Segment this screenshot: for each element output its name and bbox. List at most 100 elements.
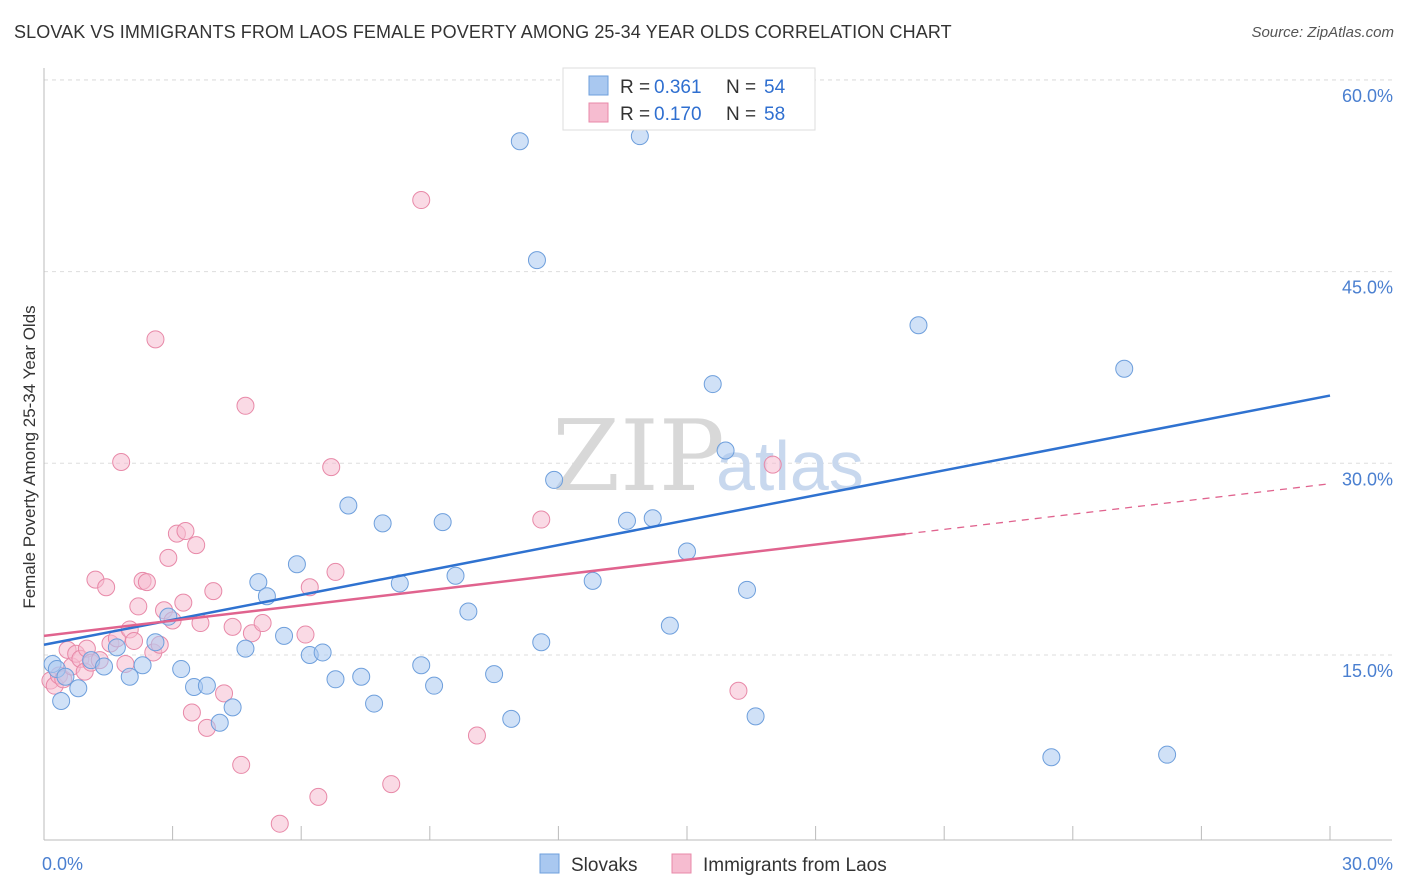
point-laos-39 [232,755,251,774]
point-laos-50 [412,191,431,210]
bottom-legend-label-laos: Immigrants from Laos [703,855,887,876]
legend-bottom: Slovaks Immigrants from Laos [539,853,887,876]
y-tick-label-2: 45.0% [1342,278,1393,298]
point-slovaks-25 [339,496,358,515]
point-laos-40 [236,396,255,415]
point-laos-33 [187,536,206,555]
point-laos-53 [729,681,748,700]
point-laos-32 [182,703,201,722]
point-slovaks-15 [210,713,229,732]
point-slovaks-3 [52,692,71,711]
point-slovaks-49 [738,580,757,599]
chart-source: Source: ZipAtlas.com [1251,24,1394,41]
legend-top: R = 0.361 N = 54 R = 0.170 N = 58 [562,67,816,131]
trend-line-laos [43,532,906,638]
point-slovaks-37 [510,132,529,151]
point-laos-47 [322,458,341,477]
point-laos-16 [112,453,131,472]
legend-n-label-slovaks: N = [726,77,756,98]
point-slovaks-53 [1115,359,1134,378]
point-slovaks-14 [197,676,216,695]
point-laos-20 [129,597,148,616]
point-slovaks-16 [223,698,242,717]
trend-line-dashed-laos [905,483,1331,535]
point-laos-24 [146,330,165,349]
legend-n-label-laos: N = [726,104,756,125]
point-laos-54 [763,455,782,474]
point-slovaks-17 [236,639,255,658]
legend-r-label-laos: R = [620,104,650,125]
point-laos-27 [159,548,178,567]
point-slovaks-21 [287,555,306,574]
watermark-atlas: atlas [716,427,864,505]
series-laos-points [41,191,782,833]
bottom-legend-label-slovaks: Slovaks [571,855,638,876]
legend-swatch-slovaks [588,75,609,96]
point-slovaks-41 [583,571,602,590]
point-slovaks-35 [485,665,504,684]
x-tick-label-1: 30.0% [1342,854,1393,874]
point-laos-49 [382,775,401,794]
point-laos-51 [467,726,486,745]
point-slovaks-23 [313,643,332,662]
bottom-legend-swatch-laos [671,853,692,874]
legend-n-value-laos: 58 [764,104,785,125]
point-laos-43 [270,814,289,833]
point-slovaks-34 [459,602,478,621]
y-tick-label-1: 30.0% [1342,469,1393,489]
point-laos-36 [204,582,223,601]
point-slovaks-46 [678,542,696,561]
point-slovaks-44 [643,509,662,528]
point-laos-30 [174,593,193,612]
point-slovaks-12 [172,660,191,679]
point-laos-44 [296,625,315,644]
legend-swatch-laos [588,102,609,123]
point-slovaks-32 [433,513,452,532]
point-slovaks-47 [703,375,722,394]
trend-lines [43,394,1331,647]
point-laos-19 [125,631,144,650]
point-laos-37 [215,684,234,703]
point-slovaks-48 [716,441,735,460]
point-slovaks-36 [502,709,521,728]
point-slovaks-4 [69,679,88,698]
point-slovaks-38 [527,251,546,270]
point-slovaks-9 [133,656,152,675]
point-slovaks-51 [909,316,928,335]
legend-r-value-laos: 0.170 [654,104,702,125]
bottom-legend-swatch-slovaks [539,853,560,874]
point-slovaks-7 [107,638,126,657]
point-slovaks-10 [146,633,165,652]
point-laos-46 [309,787,328,806]
x-tick-label-0: 0.0% [42,854,83,874]
point-slovaks-28 [373,514,392,533]
point-slovaks-26 [352,667,371,686]
watermark: ZIP atlas [552,400,864,514]
legend-r-value-slovaks: 0.361 [654,77,702,98]
point-slovaks-18 [249,573,268,592]
axes [43,68,1392,841]
y-tick-label-0: 15.0% [1342,661,1393,681]
legend-n-value-slovaks: 54 [764,77,786,98]
point-slovaks-39 [532,633,551,652]
y-axis-title: Female Poverty Among 25-34 Year Olds [20,305,39,608]
point-laos-38 [223,617,242,636]
point-slovaks-27 [365,694,384,713]
point-laos-22 [137,573,156,592]
point-laos-42 [253,614,272,633]
y-tick-label-3: 60.0% [1342,86,1393,106]
point-slovaks-50 [746,707,765,726]
point-slovaks-52 [1042,748,1061,767]
point-slovaks-2 [56,667,75,686]
point-slovaks-8 [120,667,139,686]
point-slovaks-20 [275,626,294,645]
point-slovaks-30 [412,656,431,675]
point-slovaks-6 [95,657,114,676]
point-slovaks-45 [660,616,679,635]
point-slovaks-40 [545,470,564,489]
point-slovaks-54 [1158,745,1177,764]
legend-r-label-slovaks: R = [620,77,650,98]
point-slovaks-31 [425,676,444,695]
watermark-zip: ZIP [552,400,725,514]
